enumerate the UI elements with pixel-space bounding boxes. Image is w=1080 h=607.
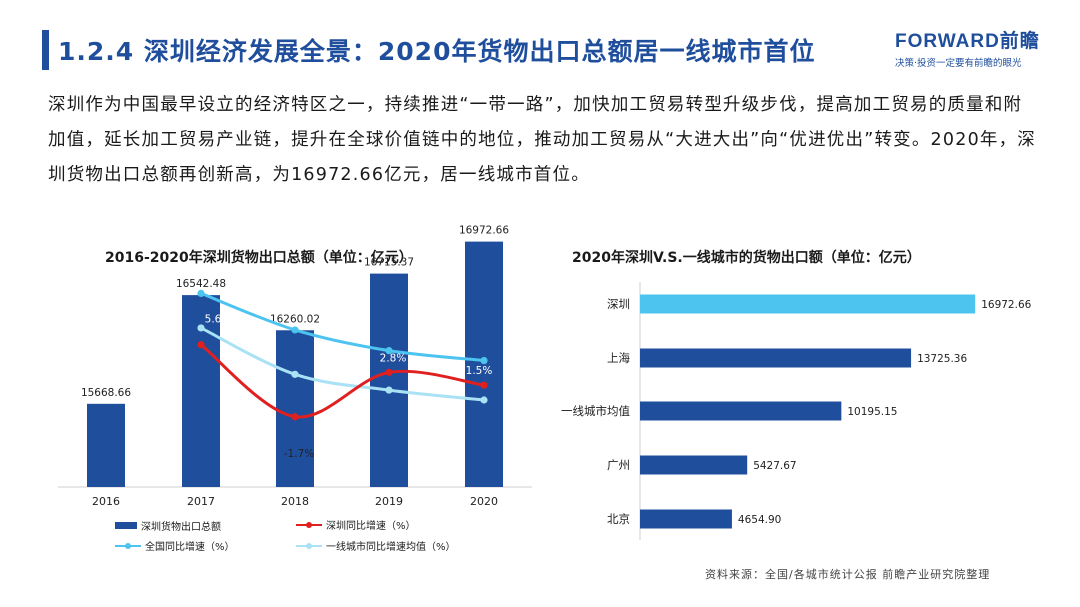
shenzhen-growth-point xyxy=(291,413,299,421)
bar-value-label: 16260.02 xyxy=(270,313,320,325)
legend-line-swatch xyxy=(296,520,322,530)
legend-label: 深圳同比增速（%） xyxy=(326,521,416,532)
legend-item-tier1-growth: 一线城市同比增速均值（%） xyxy=(296,538,456,553)
shenzhen-growth-point xyxy=(385,368,393,376)
shenzhen-growth-line xyxy=(199,343,486,419)
bar-2018 xyxy=(276,330,314,487)
x-tick-label: 2017 xyxy=(187,495,215,508)
tier1-growth-point xyxy=(480,396,488,404)
bar-value-label: 13725.36 xyxy=(917,353,967,365)
y-tick-label: 北京 xyxy=(607,512,630,526)
brand-logo: FORWARD前瞻 决策·投资一定要有前瞻的眼光 xyxy=(895,26,1055,70)
legend-label: 一线城市同比增速均值（%） xyxy=(326,542,456,553)
bar-北京 xyxy=(640,509,732,529)
tier1-growth-point xyxy=(291,370,299,378)
logo-slogan: 决策·投资一定要有前瞻的眼光 xyxy=(895,58,1022,69)
bar-广州 xyxy=(640,455,748,475)
bar-2016 xyxy=(87,403,125,487)
bar-value-label: 16542.48 xyxy=(176,278,226,290)
tier1-growth-point xyxy=(385,386,393,394)
legend-label: 全国同比增速（%） xyxy=(145,542,235,553)
growth-value-label: 2.8% xyxy=(380,352,407,364)
tier1-growth-line xyxy=(199,326,486,402)
national-growth-point xyxy=(291,326,299,334)
bar-value-label: 16972.66 xyxy=(981,299,1031,311)
bar-深圳 xyxy=(640,294,976,314)
x-tick-label: 2016 xyxy=(92,495,120,508)
national-growth-point xyxy=(480,356,488,365)
left-chart-title: 2016-2020年深圳货物出口总额（单位：亿元） xyxy=(105,250,413,266)
legend-line-swatch xyxy=(115,541,141,551)
bar-一线城市均值 xyxy=(640,401,842,421)
bar-value-label: 5427.67 xyxy=(753,460,796,472)
legend-line-swatch xyxy=(296,541,322,551)
legend-item-bar: 深圳货物出口总额 xyxy=(115,518,221,533)
legend-item-national-growth: 全国同比增速（%） xyxy=(115,538,235,553)
bar-value-label: 16715.37 xyxy=(364,257,414,269)
y-tick-label: 上海 xyxy=(607,351,630,365)
y-tick-label: 广州 xyxy=(607,458,630,472)
growth-value-label: 1.5% xyxy=(466,365,493,377)
title-accent-bar xyxy=(42,30,49,70)
bar-2020 xyxy=(465,241,503,487)
national-growth-line xyxy=(199,291,486,363)
growth-value-label: -1.7% xyxy=(284,448,314,460)
x-tick-label: 2020 xyxy=(470,495,498,508)
bar-value-label: 16972.66 xyxy=(459,225,509,237)
bar-value-label: 15668.66 xyxy=(81,387,131,399)
header: 1.2.4 深圳经济发展全景：2020年货物出口总额居一线城市首位 FORWAR… xyxy=(0,0,1080,80)
right-chart-title: 2020年深圳V.S.一线城市的货物出口额（单位：亿元） xyxy=(572,250,921,266)
x-tick-label: 2019 xyxy=(375,495,403,508)
page-title: 1.2.4 深圳经济发展全景：2020年货物出口总额居一线城市首位 xyxy=(58,37,816,66)
national-growth-point xyxy=(197,289,205,298)
shenzhen-growth-point xyxy=(480,381,488,389)
bar-value-label: 10195.15 xyxy=(847,406,897,418)
legend-item-shenzhen-growth: 深圳同比增速（%） xyxy=(296,517,416,532)
national-growth-point xyxy=(385,347,393,355)
bar-2019 xyxy=(370,273,408,487)
x-tick-label: 2018 xyxy=(281,495,309,508)
growth-value-label: 5.6% xyxy=(205,314,232,326)
y-tick-label: 一线城市均值 xyxy=(561,404,630,418)
bar-value-label: 4654.90 xyxy=(738,514,781,526)
legend-bar-swatch xyxy=(115,522,137,529)
logo-main-text: FORWARD前瞻 xyxy=(895,31,1040,52)
shenzhen-growth-point xyxy=(197,341,205,349)
intro-paragraph: 深圳作为中国最早设立的经济特区之一，持续推进“一带一路”，加快加工贸易转型升级步… xyxy=(48,95,1036,185)
legend-label: 深圳货物出口总额 xyxy=(141,522,221,533)
tier1-growth-point xyxy=(197,324,205,332)
bar-上海 xyxy=(640,348,912,368)
source-note: 资料来源：全国/各城市统计公报 前瞻产业研究院整理 xyxy=(705,568,991,581)
y-tick-label: 深圳 xyxy=(607,297,630,311)
